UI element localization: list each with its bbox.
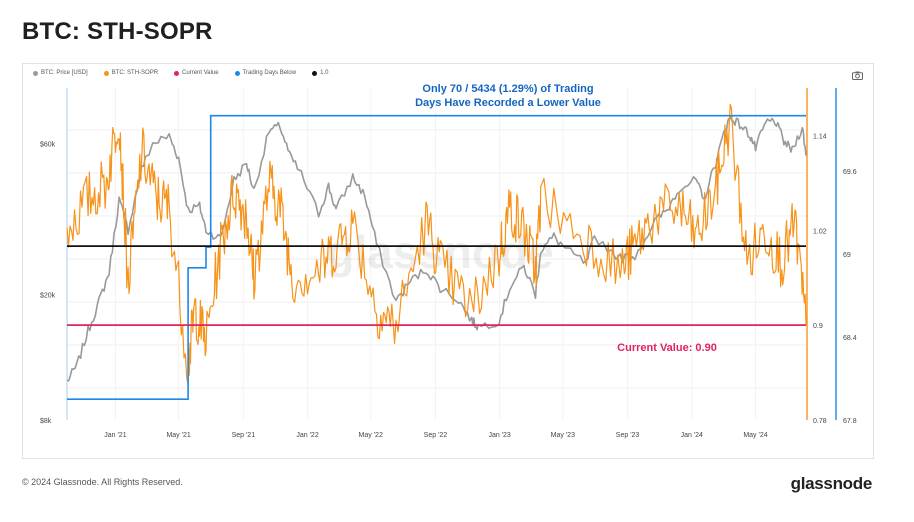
legend-swatch-days: [234, 70, 240, 76]
y-left-tick-1: $20k: [40, 292, 56, 299]
legend-swatch-sopr: [103, 70, 109, 76]
y-days-tick-2: 69: [843, 252, 851, 259]
y-sopr-tick-0: 0.78: [813, 418, 827, 425]
x-tick-3: Jan '22: [296, 432, 318, 439]
legend-label-one: 1.0: [320, 70, 329, 76]
y-left-tick-0: $8k: [40, 418, 52, 425]
x-tick-10: May '24: [743, 432, 767, 439]
legend-label-days: Trading Days Below: [242, 70, 297, 76]
y-sopr-tick-2: 1.02: [813, 228, 827, 235]
y-left-tick-2: $60k: [40, 142, 56, 149]
legend-swatch-one: [312, 70, 318, 76]
legend-item-sopr[interactable]: BTC: STH-SOPR: [103, 70, 159, 76]
chart-legend: BTC: Price [USD] BTC: STH-SOPR Current V…: [33, 70, 328, 76]
legend-label-price: BTC: Price [USD]: [41, 70, 88, 76]
legend-swatch-price: [33, 70, 38, 76]
y-days-tick-1: 68.4: [843, 335, 857, 342]
y-days-tick-3: 69.6: [843, 169, 857, 176]
y-sopr-tick-1: 0.9: [813, 323, 823, 330]
x-tick-9: Jan '24: [681, 432, 703, 439]
x-tick-1: May '21: [166, 432, 190, 439]
legend-item-one[interactable]: 1.0: [312, 70, 328, 76]
annotation-trading-days-line2: Days Have Recorded a Lower Value: [415, 97, 601, 109]
x-tick-6: Jan '23: [488, 432, 510, 439]
x-tick-2: Sep '21: [232, 432, 256, 439]
y-sopr-tick-3: 1.14: [813, 133, 827, 140]
annotation-current-value: Current Value: 0.90: [617, 342, 717, 354]
legend-item-price[interactable]: BTC: Price [USD]: [33, 70, 88, 76]
legend-label-sopr: BTC: STH-SOPR: [111, 70, 159, 76]
series-price-line: [66, 114, 807, 382]
copyright-text: © 2024 Glassnode. All Rights Reserved.: [22, 477, 183, 487]
x-tick-4: May '22: [359, 432, 383, 439]
legend-item-current[interactable]: Current Value: [174, 70, 219, 76]
camera-icon[interactable]: [852, 71, 863, 82]
x-tick-8: Sep '23: [616, 432, 640, 439]
y-days-tick-0: 67.8: [843, 418, 857, 425]
x-tick-5: Sep '22: [424, 432, 448, 439]
series-sopr-line: [66, 103, 807, 385]
annotation-trading-days-line1: Only 70 / 5434 (1.29%) of Trading: [422, 83, 593, 95]
x-tick-7: May '23: [551, 432, 575, 439]
legend-item-days[interactable]: Trading Days Below: [234, 70, 297, 76]
glassnode-logo: glassnode: [790, 474, 873, 493]
legend-label-current: Current Value: [182, 70, 219, 76]
legend-swatch-current: [174, 70, 180, 76]
x-tick-0: Jan '21: [104, 432, 126, 439]
series-days-line: [67, 114, 806, 400]
page-title: BTC: STH-SOPR: [22, 18, 213, 45]
